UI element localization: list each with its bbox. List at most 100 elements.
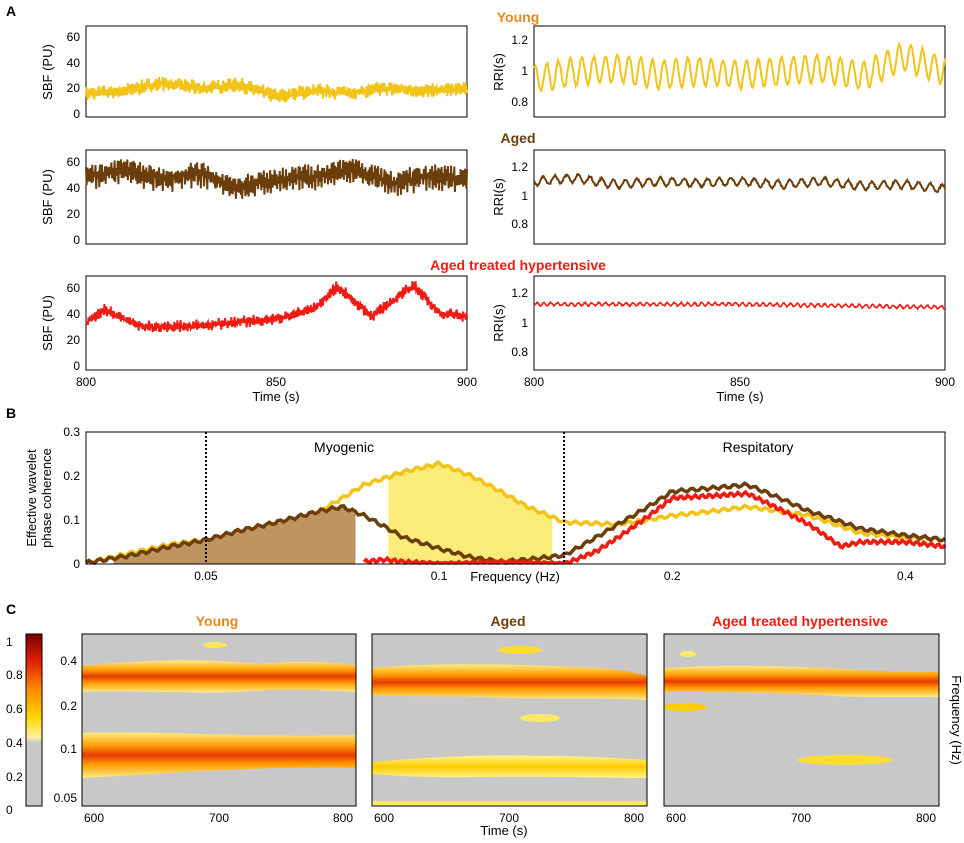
- heatmap-title-young: Young: [196, 613, 239, 629]
- young-rri-yticks: 0.8 1 1.2: [511, 33, 528, 109]
- ytick: 0.8: [511, 95, 528, 109]
- xtick: 800: [916, 811, 936, 825]
- aged-sbf-yticks: 0 20 40 60: [67, 155, 81, 247]
- young-sbf-yticks: 0 20 40 60: [67, 30, 81, 121]
- ytick: 1.2: [511, 286, 528, 300]
- blob-hyp-mid: [797, 755, 893, 765]
- sbf-xlabel: Time (s): [252, 389, 299, 404]
- heatmap-xlabel: Time (s): [480, 823, 527, 838]
- cbar-tick: 0.4: [6, 736, 23, 750]
- colorbar: [25, 633, 43, 807]
- ytick: 20: [67, 207, 81, 221]
- ytick: 40: [67, 56, 81, 70]
- myogenic-label: Myogenic: [314, 439, 374, 455]
- heatmap-aged: [372, 634, 647, 806]
- heatmap-ylabel: Frequency (Hz): [949, 675, 964, 765]
- title-young: Young: [497, 9, 540, 25]
- young-rri-axes: [533, 25, 946, 118]
- cbar-tick: 0.6: [6, 702, 23, 716]
- ytick: 1: [521, 189, 528, 203]
- young-sbf-axes: [85, 25, 468, 118]
- xtick: 800: [624, 811, 644, 825]
- coherence-plot: [84, 432, 947, 566]
- ytick: 0: [73, 233, 80, 247]
- series-young-sbf: [85, 76, 468, 103]
- xtick: 800: [333, 811, 353, 825]
- ytick: 0.4: [60, 654, 77, 668]
- cbar-tick: 0: [6, 803, 13, 817]
- ytick: 0.2: [60, 699, 77, 713]
- heatmap-aged-xticks: 600 700 800: [374, 811, 644, 825]
- heatmap-young-axes: [81, 633, 357, 807]
- hyp-rri-ylabel: RRI(s): [491, 304, 506, 342]
- rri-xticks: 800 850 900: [524, 375, 955, 389]
- cbar-tick: 1: [6, 635, 13, 649]
- ytick: 1.2: [511, 33, 528, 47]
- ytick: 20: [67, 333, 81, 347]
- rri-xlabel: Time (s): [716, 389, 763, 404]
- aged-rri-axes: [533, 149, 946, 245]
- ytick: 60: [67, 281, 81, 295]
- aged-rri-yticks: 0.8 1 1.2: [511, 160, 528, 231]
- coherence-ylabel-1: Effective wavelet: [24, 449, 39, 547]
- coherence-xticks: 0.05 0.1 0.2 0.4: [194, 569, 914, 583]
- series-aged-sbf: [85, 158, 468, 199]
- heatmap-young: [82, 634, 356, 806]
- heatmap-aged-axes: [371, 633, 648, 807]
- blob-young: [203, 642, 227, 648]
- xtick: 900: [935, 375, 955, 389]
- hyp-sbf-yticks: 0 20 40 60: [67, 281, 81, 373]
- aged-sbf-axes: [85, 149, 468, 245]
- band-hyp-resp: [664, 665, 939, 698]
- heatmap-aged-hyp-xticks: 600 700 800: [666, 811, 936, 825]
- blob-aged-top: [498, 646, 542, 654]
- heatmap-aged-hyp-axes: [663, 633, 940, 807]
- ytick: 60: [67, 155, 81, 169]
- panel-b-label: B: [6, 405, 16, 421]
- ytick: 0.3: [63, 425, 80, 439]
- ytick: 0.2: [63, 469, 80, 483]
- coherence-ylabel-2: phase coherence: [39, 448, 54, 548]
- young-rri-ylabel: RRI(s): [491, 53, 506, 91]
- series-hyp-rri: [533, 300, 946, 311]
- blob-hyp-left: [664, 703, 707, 711]
- young-sbf-ylabel: SBF (PU): [40, 44, 55, 100]
- ytick: 1: [521, 64, 528, 78]
- ytick: 20: [67, 81, 81, 95]
- sbf-xticks: 800 850 900: [76, 375, 477, 389]
- ytick: 40: [67, 307, 81, 321]
- coherence-xlabel: Frequency (Hz): [470, 569, 560, 584]
- xtick: 600: [84, 811, 104, 825]
- ytick: 0.8: [511, 345, 528, 359]
- ytick: 0.1: [63, 513, 80, 527]
- xtick: 0.1: [431, 569, 448, 583]
- band-aged-resp: [372, 664, 647, 700]
- series-young-rri: [533, 41, 946, 93]
- cbar-tick: 0.8: [6, 668, 23, 682]
- ytick: 0: [73, 557, 80, 571]
- xtick: 800: [524, 375, 544, 389]
- xtick: 700: [499, 811, 519, 825]
- title-aged-hyp: Aged treated hypertensive: [430, 257, 606, 273]
- ytick: 1: [521, 316, 528, 330]
- coherence-line-aged-hyp: [362, 489, 947, 566]
- xtick: 900: [457, 375, 477, 389]
- ytick: 40: [67, 181, 81, 195]
- myogenic-fill-young: [388, 462, 553, 564]
- hyp-rri-yticks: 0.8 1 1.2: [511, 286, 528, 359]
- ytick: 0: [73, 107, 80, 121]
- xtick: 700: [791, 811, 811, 825]
- ytick: 0.1: [60, 742, 77, 756]
- heatmap-aged-hyp: [664, 634, 939, 806]
- aged-sbf-ylabel: SBF (PU): [40, 169, 55, 225]
- aged-rri-ylabel: RRI(s): [491, 178, 506, 216]
- series-hyp-sbf: [85, 281, 468, 333]
- panel-a-label: A: [6, 3, 16, 19]
- ytick: 0: [73, 359, 80, 373]
- xtick: 800: [76, 375, 96, 389]
- colorbar-ticks: 1 0.8 0.6 0.4 0.2 0: [6, 635, 23, 817]
- ytick: 0.8: [511, 217, 528, 231]
- myogenic-fill-aged: [113, 505, 356, 564]
- ytick: 60: [67, 30, 81, 44]
- band-aged-myo: [372, 755, 647, 778]
